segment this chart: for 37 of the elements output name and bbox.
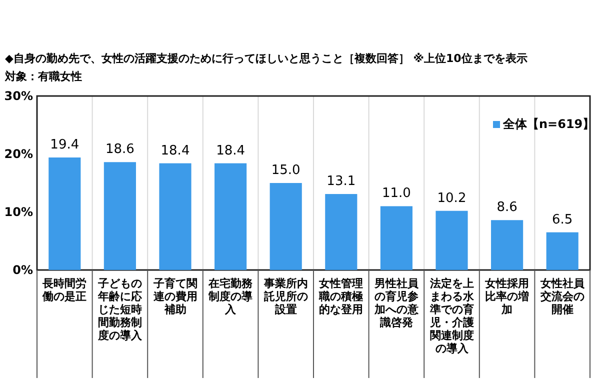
y-tick-label: 10% <box>4 205 33 220</box>
data-label: 18.4 <box>216 143 246 158</box>
data-label: 15.0 <box>271 163 300 178</box>
data-label: 18.4 <box>160 143 190 158</box>
y-tick-label: 20% <box>4 147 33 162</box>
bar <box>546 232 578 270</box>
x-tick-label: 子どもの年齢に応じた短時間勤務制度の導入 <box>96 277 143 342</box>
x-tick-label: 女性管理職の積極的な登用 <box>318 277 364 316</box>
x-tick-label: 法定を上まわる水準での育児・介護関連制度の導入 <box>428 277 475 355</box>
data-label: 6.5 <box>552 212 573 228</box>
x-tick-label: 男性社員の育児参加への意識啓発 <box>373 277 420 329</box>
x-tick-label: 在宅勤務制度の導入 <box>208 277 254 316</box>
bar <box>48 157 81 270</box>
bar <box>104 162 136 270</box>
bar <box>491 220 524 270</box>
y-tick-label: 30% <box>4 89 33 104</box>
x-tick-label: 女性社員交流会の開催 <box>539 277 586 316</box>
data-label: 19.4 <box>50 137 80 152</box>
x-tick-label: 事業所内託児所の設置 <box>262 277 308 316</box>
bar <box>436 210 468 270</box>
data-label: 8.6 <box>496 200 518 216</box>
chart-subtitle: 対象：有職女性 <box>4 70 82 83</box>
data-label: 11.0 <box>382 186 411 202</box>
y-tick-label: 0% <box>12 263 33 278</box>
bar <box>325 194 358 270</box>
legend-label: 全体【n=619】 <box>502 117 595 131</box>
x-tick-label: 長時間労働の是正 <box>42 277 87 303</box>
bar <box>214 163 247 270</box>
chart-title: ◆自身の勤め先で、女性の活躍支援のために行ってほしいと思うこと［複数回答］ ※上位10位までを表示 <box>5 52 528 65</box>
x-tick-label: 女性採用比率の増加 <box>484 277 530 316</box>
bar <box>270 183 302 270</box>
data-label: 18.6 <box>105 142 134 158</box>
bar <box>380 206 412 270</box>
bar <box>159 163 192 270</box>
data-label: 10.2 <box>437 190 466 206</box>
x-tick-label: 子育て関連の費用補助 <box>152 277 198 316</box>
data-label: 13.1 <box>326 174 356 190</box>
